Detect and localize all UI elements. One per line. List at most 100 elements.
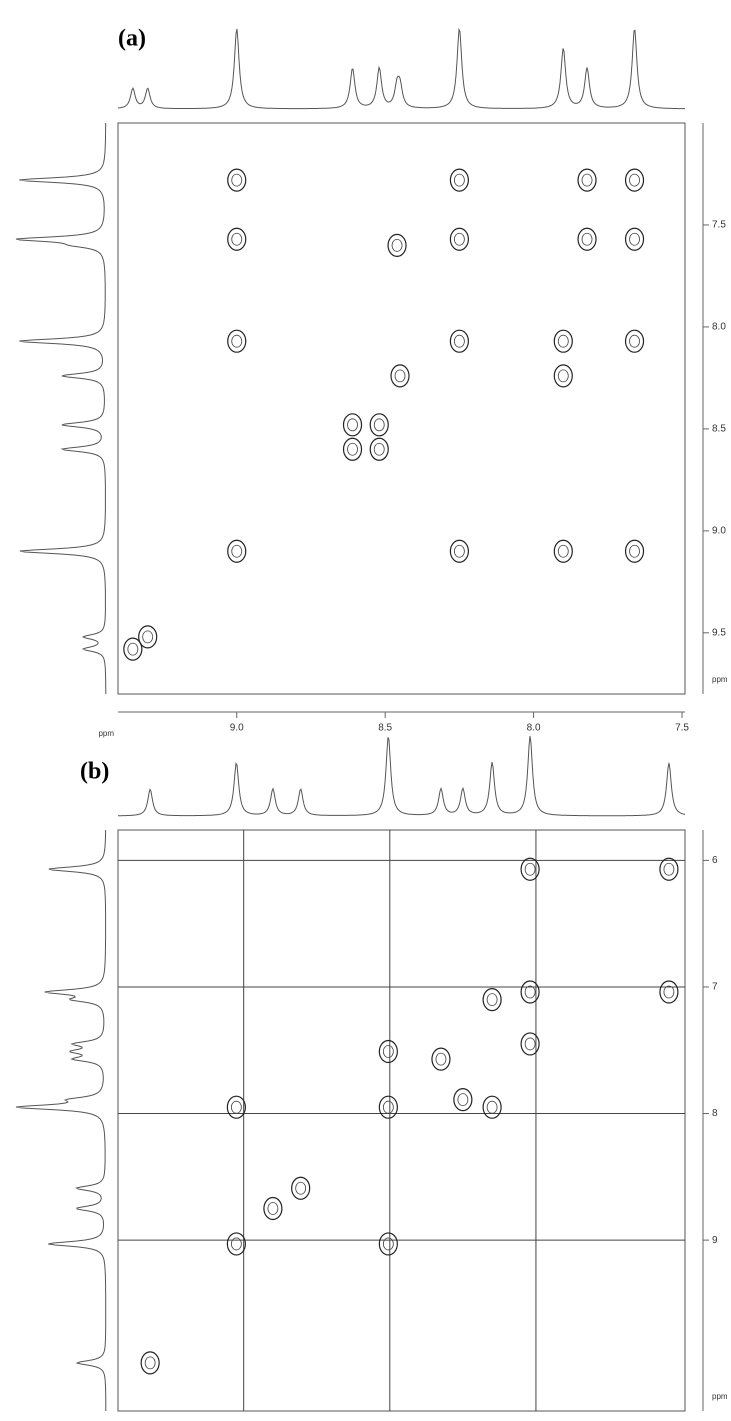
contour-outer: [344, 414, 362, 436]
contour-inner: [558, 370, 568, 382]
cross-peak: [554, 540, 572, 562]
contour-outer: [379, 1041, 397, 1063]
cross-peak: [292, 1177, 310, 1199]
cross-peak: [228, 330, 246, 352]
cross-peak: [554, 365, 572, 387]
contour-outer: [483, 1096, 501, 1118]
side-projection: [16, 830, 106, 1411]
contour-inner: [454, 174, 464, 186]
cross-peak: [450, 228, 468, 250]
cross-peak: [660, 858, 678, 880]
contour-inner: [348, 443, 358, 455]
contour-inner: [128, 643, 138, 655]
contour-inner: [232, 233, 242, 245]
contour-outer: [626, 540, 644, 562]
contour-outer: [450, 540, 468, 562]
y-axis-label: ppm: [712, 1392, 728, 1401]
cross-peak: [450, 169, 468, 191]
contour-outer: [454, 1089, 472, 1111]
cross-peak: [450, 330, 468, 352]
contour-inner: [454, 545, 464, 557]
x-tick-label: 8.5: [378, 723, 392, 734]
page: {"chart_data": [ {"type": "contour", "la…: [0, 0, 731, 1421]
plot-frame: [118, 830, 685, 1411]
contour-inner: [143, 631, 153, 643]
contour-inner: [145, 1357, 155, 1369]
y-tick-label: 7: [712, 982, 718, 993]
cross-peak: [454, 1089, 472, 1111]
cross-peak: [432, 1048, 450, 1070]
cross-peak: [554, 330, 572, 352]
contour-inner: [232, 174, 242, 186]
contour-inner: [383, 1046, 393, 1058]
contour-inner: [232, 335, 242, 347]
cross-peak: [578, 228, 596, 250]
panel-label: (a): [118, 26, 146, 52]
contour-outer: [370, 438, 388, 460]
contour-inner: [374, 443, 384, 455]
cross-peak: [483, 1096, 501, 1118]
top-projection: [118, 29, 685, 109]
y-tick-label: 8.5: [712, 424, 726, 435]
x-tick-label: 7.5: [675, 723, 689, 734]
contour-inner: [392, 239, 402, 251]
contour-outer: [228, 169, 246, 191]
contour-inner: [558, 545, 568, 557]
cross-peak: [391, 365, 409, 387]
cross-peak: [228, 228, 246, 250]
contour-inner: [395, 370, 405, 382]
contour-inner: [630, 233, 640, 245]
contour-outer: [483, 989, 501, 1011]
y-tick-label: 6: [712, 855, 718, 866]
contour-outer: [388, 234, 406, 256]
contour-outer: [264, 1197, 282, 1219]
contour-outer: [450, 330, 468, 352]
cross-peak: [370, 438, 388, 460]
y-tick-label: 9.5: [712, 627, 726, 638]
contour-outer: [124, 638, 142, 660]
contour-inner: [664, 986, 674, 998]
cross-peak: [379, 1096, 397, 1118]
cross-peak: [379, 1233, 397, 1255]
contour-outer: [450, 228, 468, 250]
contour-inner: [525, 863, 535, 875]
contour-outer: [578, 169, 596, 191]
contour-inner: [582, 174, 592, 186]
cross-peak: [578, 169, 596, 191]
contour-outer: [344, 438, 362, 460]
y-tick-label: 9: [712, 1235, 718, 1246]
contour-inner: [383, 1101, 393, 1113]
contour-inner: [296, 1182, 306, 1194]
contour-outer: [626, 169, 644, 191]
contour-outer: [626, 330, 644, 352]
contour-inner: [630, 545, 640, 557]
y-tick-label: 8: [712, 1108, 718, 1119]
side-projection: [16, 123, 106, 694]
contour-outer: [379, 1096, 397, 1118]
cross-peak: [626, 228, 644, 250]
contour-inner: [630, 335, 640, 347]
cross-peak: [370, 414, 388, 436]
contour-outer: [391, 365, 409, 387]
contour-inner: [348, 419, 358, 431]
cross-peak: [660, 981, 678, 1003]
contour-inner: [525, 986, 535, 998]
contour-inner: [525, 1038, 535, 1050]
x-axis-label: ppm: [98, 729, 114, 738]
contour-outer: [660, 981, 678, 1003]
cross-peak: [483, 989, 501, 1011]
cross-peak: [388, 234, 406, 256]
contour-outer: [450, 169, 468, 191]
cross-peak: [344, 414, 362, 436]
y-tick-label: 9.0: [712, 525, 726, 536]
y-tick-label: 7.5: [712, 220, 726, 231]
cross-peak: [141, 1352, 159, 1374]
y-tick-label: 8.0: [712, 322, 726, 333]
cross-peak: [626, 540, 644, 562]
contour-outer: [554, 330, 572, 352]
cross-peak: [344, 438, 362, 460]
contour-outer: [227, 1096, 245, 1118]
x-tick-label: 8.0: [527, 723, 541, 734]
contour-inner: [487, 1101, 497, 1113]
contour-inner: [436, 1053, 446, 1065]
